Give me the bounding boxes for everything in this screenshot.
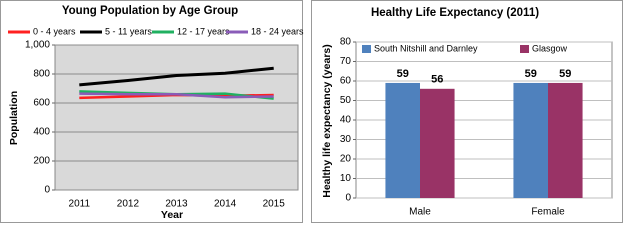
y-tick-label: 400 bbox=[33, 127, 50, 138]
legend-label: South Nitshill and Darnley bbox=[374, 43, 478, 53]
x-axis-title: Year bbox=[161, 209, 183, 221]
plot-area bbox=[54, 44, 299, 191]
y-tick-label: 0 bbox=[44, 185, 50, 196]
x-tick-label: 2012 bbox=[117, 199, 140, 210]
y-axis-title: Healthy life expectancy (years) bbox=[321, 44, 333, 198]
legend-label: 18 - 24 years bbox=[251, 26, 304, 36]
line-series bbox=[79, 92, 274, 99]
y-tick-label: 60 bbox=[340, 76, 352, 87]
y-tick-label: 0 bbox=[345, 193, 351, 204]
legend-label: 12 - 17 years bbox=[177, 26, 230, 36]
bar bbox=[548, 82, 583, 198]
chart-title: Young Population by Age Group bbox=[62, 5, 238, 17]
x-tick-label: 2011 bbox=[69, 199, 91, 210]
data-label: 59 bbox=[559, 68, 571, 80]
line-series bbox=[79, 66, 274, 87]
x-tick-label: 2013 bbox=[165, 199, 188, 210]
x-tick-label: 2014 bbox=[214, 199, 237, 210]
page: {"chart_data": [ {"type": "line", "title… bbox=[0, 0, 624, 224]
legend-swatch bbox=[520, 45, 529, 53]
y-tick-label: 20 bbox=[340, 154, 352, 165]
data-label: 59 bbox=[397, 68, 409, 80]
bar bbox=[513, 82, 548, 198]
data-label: 56 bbox=[431, 74, 443, 86]
y-tick-label: 70 bbox=[340, 56, 352, 67]
x-tick-label: Male bbox=[409, 207, 431, 218]
legend-label: 0 - 4 years bbox=[33, 26, 76, 36]
y-tick-label: 80 bbox=[340, 37, 352, 48]
legend-label: 5 - 11 years bbox=[105, 26, 152, 36]
legend-label: Glasgow bbox=[532, 43, 568, 53]
legend-swatch bbox=[362, 45, 371, 53]
bar bbox=[385, 82, 420, 198]
y-tick-label: 30 bbox=[340, 134, 352, 145]
chart-title: Healthy Life Expectancy (2011) bbox=[371, 7, 539, 19]
bar bbox=[420, 88, 455, 198]
y-axis-title: Population bbox=[8, 91, 20, 145]
x-tick-label: 2015 bbox=[263, 199, 286, 210]
y-tick-label: 50 bbox=[340, 95, 352, 106]
y-tick-label: 800 bbox=[33, 69, 50, 80]
y-tick-label: 600 bbox=[33, 98, 50, 109]
y-tick-label: 200 bbox=[33, 156, 50, 167]
dashboard: Young Population by Age Group Year Popul… bbox=[0, 0, 623, 223]
data-label: 59 bbox=[525, 68, 537, 80]
y-tick-label: 1,000 bbox=[25, 40, 50, 51]
y-tick-label: 40 bbox=[340, 115, 352, 126]
x-tick-label: Female bbox=[531, 207, 565, 218]
y-tick-label: 10 bbox=[340, 173, 352, 184]
